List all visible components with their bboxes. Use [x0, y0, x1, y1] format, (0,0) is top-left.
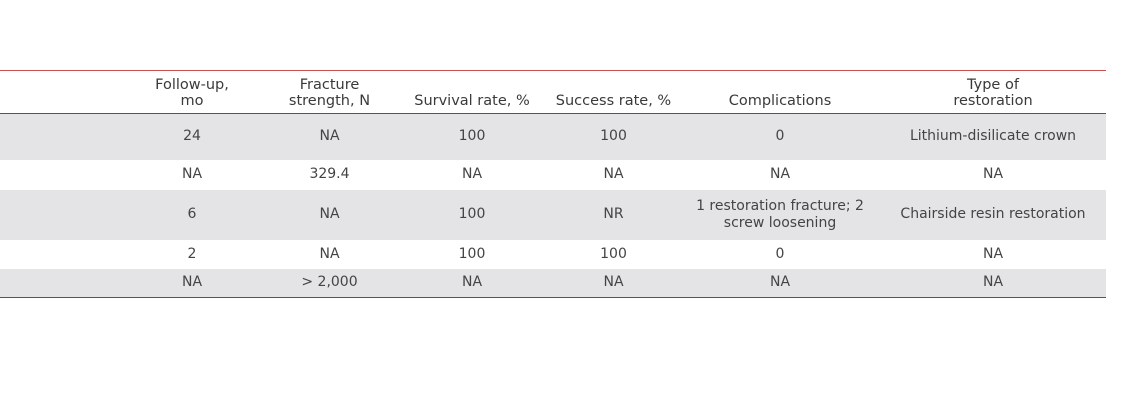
cell-study — [0, 113, 122, 160]
cell-success-rate: NA — [603, 166, 624, 182]
cell-success-rate: NR — [547, 189, 680, 240]
cell-complications: NA — [680, 268, 880, 298]
cell-restoration-type: Chairside resin restoration — [880, 189, 1106, 240]
col-header-survival-rate: Survival rate, % — [397, 71, 547, 114]
table-row: NA > 2,000 NA NA NA NA — [0, 268, 1106, 298]
cell-restoration-type: NA — [982, 245, 1004, 262]
col-header-success-rate: Success rate, % — [547, 71, 680, 114]
cell-complications: 0 — [680, 113, 880, 160]
cell-follow-up: NA — [181, 166, 203, 182]
cell-success-rate: NA — [547, 268, 680, 298]
table-top-rule — [0, 70, 1106, 71]
cell-fracture-strength: NA — [319, 245, 340, 262]
col-header-complications: Complications — [680, 71, 880, 114]
cell-success-rate: 100 — [600, 245, 627, 262]
col-header-study — [0, 71, 122, 114]
cell-fracture-strength: NA — [262, 189, 397, 240]
cell-study — [0, 268, 122, 298]
cell-survival-rate: NA — [461, 166, 483, 182]
results-table-container: Follow-up, mo Fracture strength, N Survi… — [0, 70, 1106, 298]
cell-complications: 1 restoration fracture; 2 screw loosenin… — [680, 189, 880, 240]
cell-follow-up: 24 — [122, 113, 262, 160]
header-row: Follow-up, mo Fracture strength, N Survi… — [0, 71, 1106, 114]
cell-follow-up: 6 — [122, 189, 262, 240]
cell-follow-up: NA — [122, 268, 262, 298]
cell-survival-rate: 100 — [458, 245, 486, 262]
table-row: NA 329.4 NA NA NA NA — [0, 160, 1106, 190]
col-header-fracture-strength: Fracture strength, N — [262, 71, 397, 114]
results-table: Follow-up, mo Fracture strength, N Survi… — [0, 71, 1106, 298]
cell-survival-rate: 100 — [397, 189, 547, 240]
cell-restoration-type: NA — [880, 268, 1106, 298]
cell-fracture-strength: NA — [262, 113, 397, 160]
cell-complications: 0 — [775, 245, 785, 262]
cell-fracture-strength: > 2,000 — [262, 268, 397, 298]
cell-restoration-type: Lithium-disilicate crown — [880, 113, 1106, 160]
cell-follow-up: 2 — [187, 245, 197, 262]
table-row: 24 NA 100 100 0 Lithium-disilicate crown — [0, 113, 1106, 160]
table-row: 2 NA 100 100 0 NA — [0, 240, 1106, 269]
table-row: 6 NA 100 NR 1 restoration fracture; 2 sc… — [0, 189, 1106, 240]
cell-survival-rate: 100 — [397, 113, 547, 160]
cell-complications: NA — [769, 166, 791, 182]
cell-success-rate: 100 — [547, 113, 680, 160]
cell-study — [0, 189, 122, 240]
cell-survival-rate: NA — [397, 268, 547, 298]
col-header-follow-up: Follow-up, mo — [122, 71, 262, 114]
cell-fracture-strength: 329.4 — [309, 166, 350, 182]
col-header-restoration-type: Type of restoration — [880, 71, 1106, 114]
cell-study — [0, 240, 122, 269]
cell-restoration-type: NA — [982, 166, 1004, 182]
cell-study — [0, 160, 122, 190]
